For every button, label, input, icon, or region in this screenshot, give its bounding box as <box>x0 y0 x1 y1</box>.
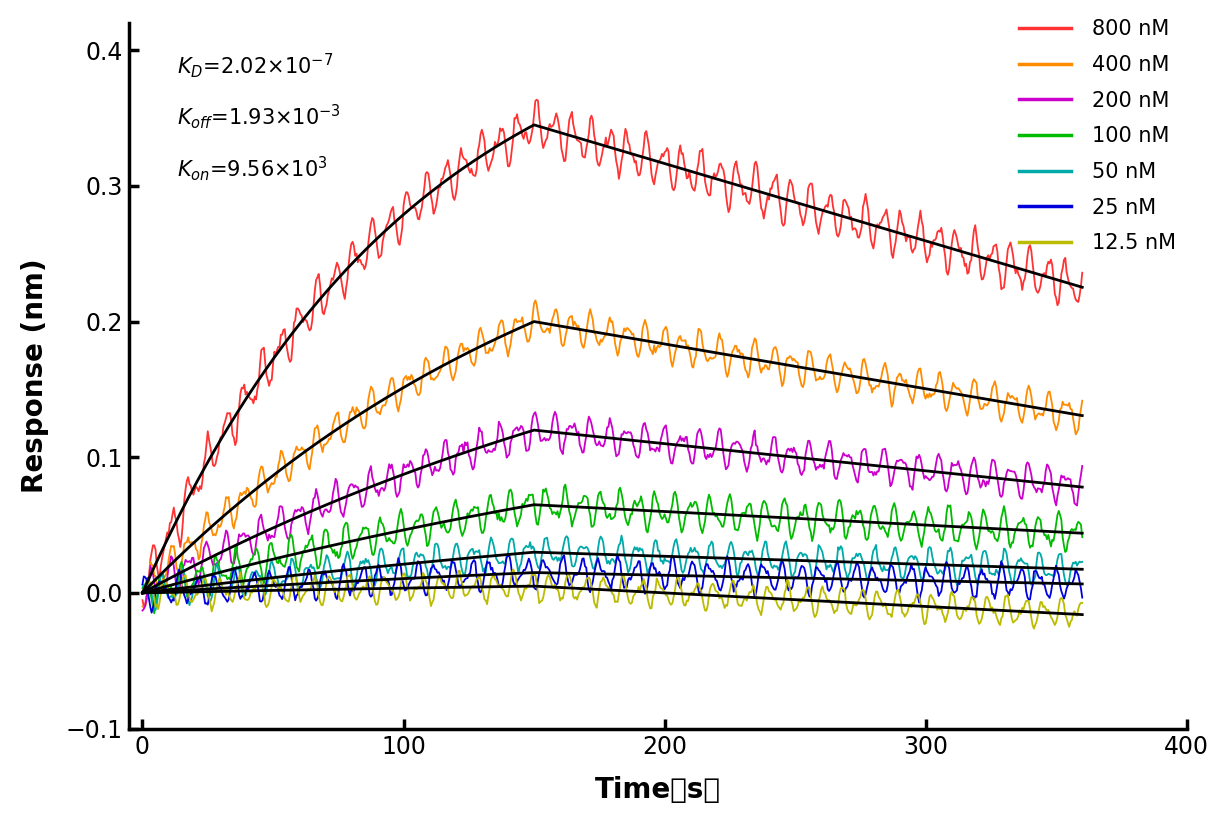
Y-axis label: Response (nm): Response (nm) <box>21 258 49 493</box>
Text: $K_D$=2.02×10$^{-7}$
$K_{off}$=1.93×10$^{-3}$
$K_{on}$=9.56×10$^{3}$: $K_D$=2.02×10$^{-7}$ $K_{off}$=1.93×10$^… <box>177 51 341 182</box>
Legend: 800 nM, 400 nM, 200 nM, 100 nM, 50 nM, 25 nM, 12.5 nM: 800 nM, 400 nM, 200 nM, 100 nM, 50 nM, 2… <box>1020 20 1176 253</box>
X-axis label: Time（s）: Time（s） <box>595 776 721 804</box>
